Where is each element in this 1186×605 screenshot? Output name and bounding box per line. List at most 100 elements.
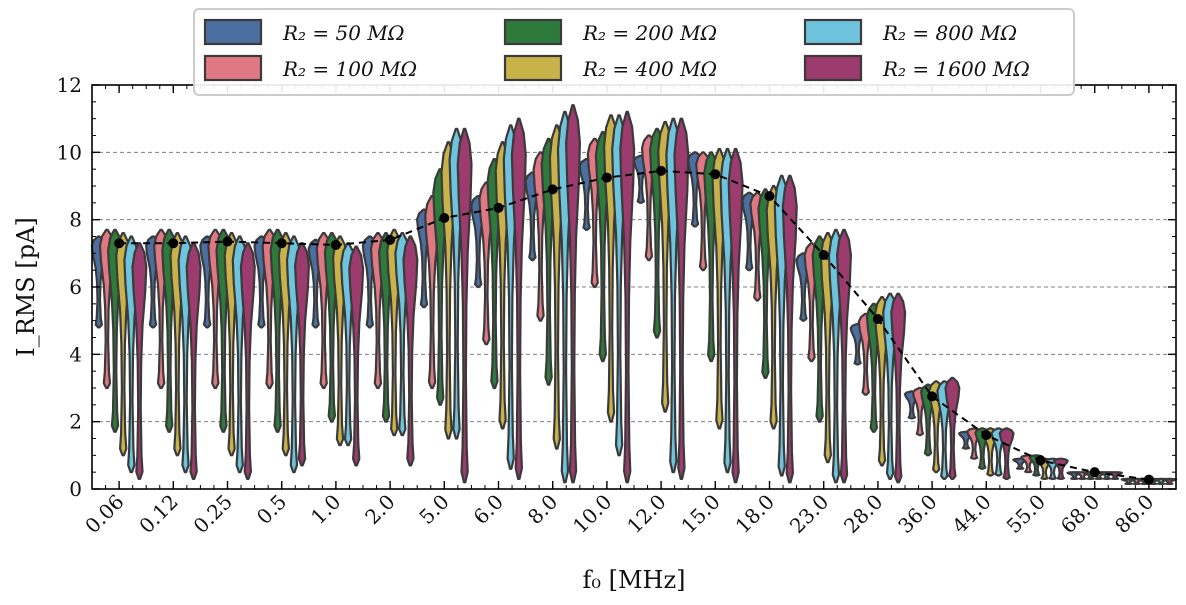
y-tick-label: 2 bbox=[69, 410, 82, 434]
violin bbox=[836, 228, 852, 484]
mean-point bbox=[168, 238, 179, 249]
legend-label: R₂ = 200 MΩ bbox=[582, 21, 717, 45]
violin bbox=[1161, 477, 1178, 485]
mean-point bbox=[385, 234, 396, 245]
mean-point bbox=[493, 202, 504, 213]
x-tick-label: 5.0 bbox=[414, 490, 453, 529]
x-tick-label: 18.0 bbox=[731, 490, 779, 538]
mean-point bbox=[818, 250, 829, 261]
legend-label: R₂ = 1600 MΩ bbox=[882, 57, 1030, 81]
mean-point bbox=[276, 238, 287, 249]
violin-group bbox=[253, 228, 310, 474]
mean-point bbox=[114, 238, 125, 249]
x-tick-label: 36.0 bbox=[893, 490, 941, 538]
x-tick-label: 55.0 bbox=[1002, 490, 1050, 538]
mean-point bbox=[710, 169, 721, 180]
x-tick-label: 68.0 bbox=[1056, 490, 1104, 538]
x-tick-label: 44.0 bbox=[947, 490, 995, 538]
x-tick-label: 0.06 bbox=[80, 490, 128, 538]
violin-group bbox=[958, 427, 1015, 480]
violin-group bbox=[145, 228, 202, 480]
violin bbox=[998, 427, 1015, 480]
violin-group bbox=[524, 104, 581, 484]
violin bbox=[131, 242, 148, 480]
violin bbox=[944, 376, 961, 480]
y-tick-label: 4 bbox=[69, 342, 82, 366]
x-tick-label: 2.0 bbox=[360, 490, 399, 529]
mean-point bbox=[981, 430, 992, 441]
x-tick-label: 0.12 bbox=[134, 490, 182, 538]
violin bbox=[727, 147, 744, 484]
legend-label: R₂ = 400 MΩ bbox=[582, 57, 717, 81]
violin bbox=[185, 242, 202, 480]
y-tick-label: 12 bbox=[57, 73, 82, 97]
legend-label: R₂ = 100 MΩ bbox=[282, 57, 417, 81]
legend-swatch bbox=[203, 18, 263, 46]
violin bbox=[239, 242, 256, 480]
mean-point bbox=[330, 239, 341, 250]
mean-point bbox=[1143, 474, 1154, 485]
violin-group bbox=[632, 117, 690, 480]
violin bbox=[565, 104, 581, 484]
legend-swatch bbox=[503, 54, 563, 82]
violin-group bbox=[578, 110, 636, 484]
x-tick-label: 0.25 bbox=[189, 490, 237, 538]
violin-group bbox=[90, 228, 148, 480]
x-axis-title: f₀ [MHz] bbox=[582, 566, 685, 594]
x-tick-label: 1.0 bbox=[306, 490, 345, 529]
violin bbox=[510, 117, 527, 480]
violin-group bbox=[687, 147, 744, 484]
mean-point bbox=[222, 236, 233, 247]
violin-group bbox=[741, 174, 798, 484]
x-tick-label: 10.0 bbox=[568, 490, 616, 538]
violin-group bbox=[903, 376, 961, 480]
y-tick-label: 8 bbox=[69, 208, 82, 232]
violin bbox=[890, 292, 907, 484]
y-tick-label: 6 bbox=[69, 275, 82, 299]
violin bbox=[1052, 457, 1069, 480]
x-tick-label: 15.0 bbox=[676, 490, 724, 538]
mean-point bbox=[927, 391, 938, 402]
legend-swatch bbox=[503, 18, 563, 46]
violin-group bbox=[199, 228, 256, 480]
x-tick-label: 8.0 bbox=[523, 490, 562, 529]
x-tick-label: 23.0 bbox=[785, 490, 833, 538]
violin-group bbox=[307, 232, 365, 467]
violin-group bbox=[470, 117, 527, 480]
violin bbox=[348, 245, 365, 467]
violin-group bbox=[1012, 454, 1069, 480]
violin bbox=[781, 174, 798, 484]
mean-point bbox=[1089, 467, 1100, 478]
violin-group bbox=[361, 228, 419, 467]
x-tick-label: 0.5 bbox=[252, 490, 291, 529]
violin-group bbox=[416, 127, 473, 484]
violin bbox=[456, 127, 473, 484]
x-tick-label: 6.0 bbox=[469, 490, 508, 529]
mean-point bbox=[439, 212, 450, 223]
legend-label: R₂ = 800 MΩ bbox=[882, 21, 1017, 45]
y-axis-title: I_RMS [pA] bbox=[12, 217, 40, 357]
mean-point bbox=[656, 165, 667, 176]
legend-swatch bbox=[203, 54, 263, 82]
mean-point bbox=[601, 172, 612, 183]
legend: R₂ = 50 MΩ R₂ = 100 MΩ R₂ = 200 MΩ R₂ = 400… bbox=[193, 8, 1075, 96]
mean-point bbox=[1035, 455, 1046, 466]
violin bbox=[619, 110, 636, 484]
mean-line bbox=[119, 169, 1150, 481]
mean-point bbox=[764, 191, 775, 202]
violin bbox=[402, 235, 419, 467]
legend-label: R₂ = 50 MΩ bbox=[282, 21, 404, 45]
legend-swatch bbox=[803, 18, 863, 46]
legend-swatch bbox=[803, 54, 863, 82]
y-tick-label: 10 bbox=[57, 140, 82, 164]
y-tick-label: 0 bbox=[69, 477, 82, 501]
mean-point bbox=[872, 313, 883, 324]
x-tick-label: 86.0 bbox=[1110, 490, 1158, 538]
x-tick-label: 12.0 bbox=[622, 490, 670, 538]
violin bbox=[673, 117, 690, 480]
x-tick-label: 28.0 bbox=[839, 490, 887, 538]
violin-group bbox=[795, 228, 852, 484]
mean-point bbox=[547, 184, 558, 195]
